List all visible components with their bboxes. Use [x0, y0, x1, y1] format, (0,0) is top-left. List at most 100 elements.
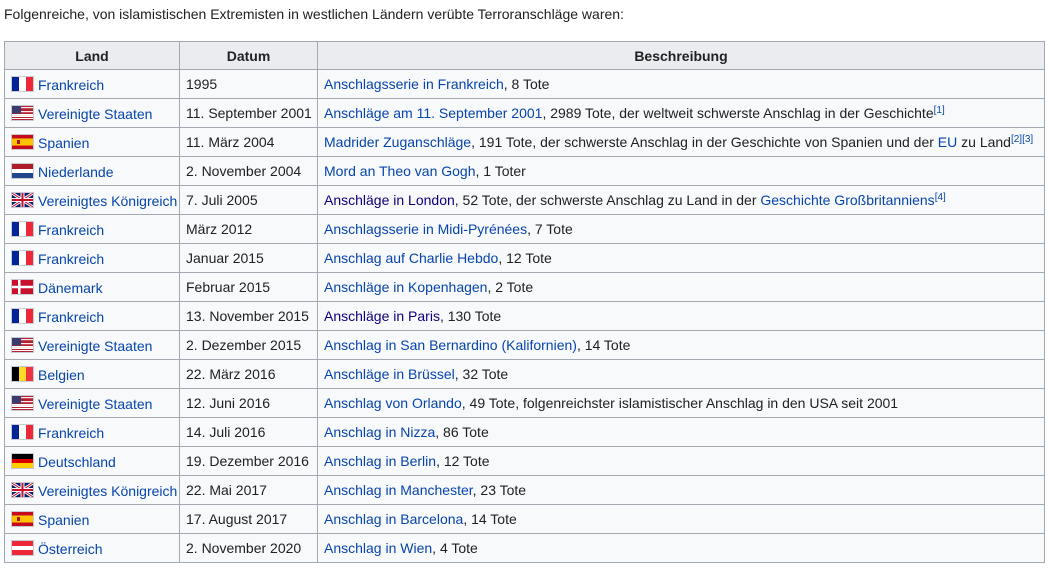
- reference-link[interactable]: [3]: [1022, 134, 1034, 145]
- table-row: Spanien 11. März 2004 Madrider Zuganschläg…: [4, 127, 1045, 157]
- article-link[interactable]: Anschläge in London: [324, 192, 455, 208]
- country-cell: Österreich: [4, 533, 180, 563]
- country-cell: Frankreich: [4, 69, 180, 99]
- table-row: Frankreich 1995 Anschlagsserie in Frankrei…: [4, 69, 1045, 99]
- table-row: Dänemark Februar 2015 Anschläge in Kopenha…: [4, 272, 1045, 302]
- flag-icon: [11, 104, 34, 121]
- country-cell: Vereinigtes Königreich: [4, 185, 180, 215]
- country-link[interactable]: Dänemark: [38, 279, 103, 296]
- description-cell: Anschlag in Manchester, 23 Tote: [317, 475, 1045, 505]
- date-cell: 2. November 2004: [179, 156, 318, 186]
- description-text: , 32 Tote: [454, 366, 509, 382]
- flag-icon: [11, 133, 34, 150]
- date-cell: Februar 2015: [179, 272, 318, 302]
- article-link[interactable]: Anschlagsserie in Midi-Pyrénées: [324, 221, 528, 237]
- country-link[interactable]: Österreich: [38, 540, 103, 557]
- flag-icon: [11, 307, 34, 324]
- header-cell: Beschreibung: [317, 41, 1045, 70]
- description-cell: Anschlagsserie in Midi-Pyrénées, 7 Tote: [317, 214, 1045, 244]
- description-text: , 191 Tote, der schwerste Anschlag in de…: [471, 134, 938, 150]
- country-cell: Vereinigtes Königreich: [4, 475, 180, 505]
- article-link[interactable]: Anschlagsserie in Frankreich: [324, 76, 504, 92]
- article-link[interactable]: Anschläge in Paris: [324, 308, 440, 324]
- country-cell: Spanien: [4, 127, 180, 157]
- description-text: , 86 Tote: [435, 424, 489, 440]
- reference: [1]: [934, 105, 945, 116]
- description-cell: Anschläge in Kopenhagen, 2 Tote: [317, 272, 1045, 302]
- country-link[interactable]: Frankreich: [38, 221, 105, 238]
- reference-link[interactable]: [2]: [1010, 134, 1023, 145]
- flag-icon: [11, 539, 34, 556]
- country-cell: Vereinigte Staaten: [4, 330, 180, 360]
- flag-icon: [11, 220, 34, 237]
- country-link[interactable]: Vereinigtes Königreich: [38, 482, 178, 499]
- country-link[interactable]: Frankreich: [38, 250, 105, 267]
- country-link[interactable]: Frankreich: [38, 76, 105, 93]
- description-cell: Anschläge am 11. September 2001, 2989 To…: [317, 98, 1045, 128]
- article-link[interactable]: Anschlag in San Bernardino (Kalifornien): [324, 337, 577, 353]
- country-link[interactable]: Frankreich: [38, 308, 105, 325]
- table-row: Frankreich 14. Juli 2016 Anschlag in Nizza…: [4, 417, 1045, 447]
- table-row: Vereinigte Staaten 12. Juni 2016 Anschlag …: [4, 388, 1045, 418]
- country-cell: Frankreich: [4, 417, 180, 447]
- article-link[interactable]: Anschlag in Wien: [324, 540, 433, 556]
- country-link[interactable]: Belgien: [38, 366, 85, 383]
- flag-icon: [11, 336, 34, 353]
- flag-icon: [11, 191, 34, 208]
- article-link[interactable]: Anschläge in Kopenhagen: [324, 279, 488, 295]
- country-cell: Spanien: [4, 504, 180, 534]
- date-cell: März 2012: [179, 214, 318, 244]
- header-cell: Land: [4, 41, 180, 70]
- article-link[interactable]: Geschichte Großbritanniens: [760, 192, 935, 208]
- reference-link[interactable]: [1]: [933, 105, 945, 116]
- description-cell: Anschlag in Berlin, 12 Tote: [317, 446, 1045, 476]
- date-cell: 22. März 2016: [179, 359, 318, 389]
- article-link[interactable]: Anschläge am 11. September 2001: [324, 105, 543, 121]
- country-link[interactable]: Deutschland: [38, 453, 116, 470]
- article-link[interactable]: Madrider Zuganschläge: [324, 134, 472, 150]
- country-link[interactable]: Spanien: [38, 134, 90, 151]
- date-cell: 2. Dezember 2015: [179, 330, 318, 360]
- description-text: zu Land: [957, 134, 1011, 150]
- date-cell: 13. November 2015: [179, 301, 318, 331]
- description-cell: Anschläge in Brüssel, 32 Tote: [317, 359, 1045, 389]
- country-link[interactable]: Spanien: [38, 511, 90, 528]
- country-cell: Niederlande: [4, 156, 180, 186]
- flag-icon: [11, 510, 34, 527]
- reference-link[interactable]: [4]: [934, 192, 946, 203]
- article-link[interactable]: Anschlag in Nizza: [324, 424, 436, 440]
- flag-icon: [11, 278, 34, 295]
- description-text: , 52 Tote, der schwerste Anschlag zu Lan…: [454, 192, 761, 208]
- table-row: Österreich 2. November 2020 Anschlag in Wi…: [4, 533, 1045, 563]
- article-link[interactable]: EU: [937, 134, 958, 150]
- country-cell: Vereinigte Staaten: [4, 388, 180, 418]
- article-link[interactable]: Anschlag auf Charlie Hebdo: [324, 250, 499, 266]
- country-link[interactable]: Vereinigtes Königreich: [38, 192, 178, 209]
- table-row: Deutschland 19. Dezember 2016 Anschlag in …: [4, 446, 1045, 476]
- article-link[interactable]: Anschlag in Barcelona: [324, 511, 464, 527]
- description-cell: Anschlag in Barcelona, 14 Tote: [317, 504, 1045, 534]
- reference: [2]: [1011, 134, 1022, 145]
- flag-icon: [11, 162, 34, 179]
- description-cell: Mord an Theo van Gogh, 1 Toter: [317, 156, 1045, 186]
- country-cell: Vereinigte Staaten: [4, 98, 180, 128]
- country-link[interactable]: Frankreich: [38, 424, 105, 441]
- country-link[interactable]: Vereinigte Staaten: [38, 337, 153, 354]
- description-cell: Anschlag auf Charlie Hebdo, 12 Tote: [317, 243, 1045, 273]
- country-link[interactable]: Vereinigte Staaten: [38, 395, 153, 412]
- flag-icon: [11, 365, 34, 382]
- article-link[interactable]: Anschlag in Manchester: [324, 482, 473, 498]
- country-link[interactable]: Vereinigte Staaten: [38, 105, 153, 122]
- description-text: , 2989 Tote, der weltweit schwerste Ansc…: [542, 105, 934, 121]
- table-row: Belgien 22. März 2016 Anschläge in Brüssel…: [4, 359, 1045, 389]
- article-link[interactable]: Anschlag in Berlin: [324, 453, 437, 469]
- description-text: , 49 Tote, folgenreichster islamistische…: [461, 395, 899, 411]
- country-link[interactable]: Niederlande: [38, 163, 114, 180]
- reference: [4]: [935, 192, 946, 203]
- article-link[interactable]: Anschläge in Brüssel: [324, 366, 455, 382]
- table-row: Frankreich 13. November 2015 Anschläge in …: [4, 301, 1045, 331]
- article-link[interactable]: Mord an Theo van Gogh: [324, 163, 476, 179]
- date-cell: 17. August 2017: [179, 504, 318, 534]
- article-link[interactable]: Anschlag von Orlando: [324, 395, 462, 411]
